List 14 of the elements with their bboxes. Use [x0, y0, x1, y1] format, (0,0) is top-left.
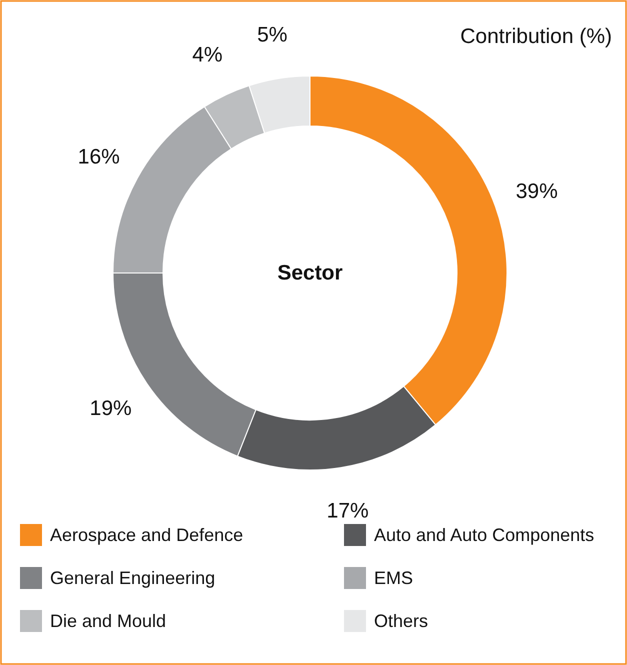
legend-label: Aerospace and Defence: [50, 525, 244, 545]
data-label: 5%: [257, 23, 288, 46]
legend-label: Die and Mould: [50, 611, 166, 631]
data-label: 17%: [326, 500, 369, 523]
data-label: 16%: [78, 145, 120, 168]
legend-label: General Engineering: [50, 568, 216, 588]
data-label: 19%: [90, 396, 132, 420]
legend-label: Others: [374, 611, 428, 631]
chart-title: Contribution (%): [460, 25, 612, 48]
text: Sector: [277, 262, 343, 284]
data-label: 39%: [516, 180, 558, 203]
data-label: 4%: [192, 43, 223, 66]
legend-label: Auto and Auto Components: [374, 525, 594, 545]
legend-label: EMS: [374, 568, 414, 588]
